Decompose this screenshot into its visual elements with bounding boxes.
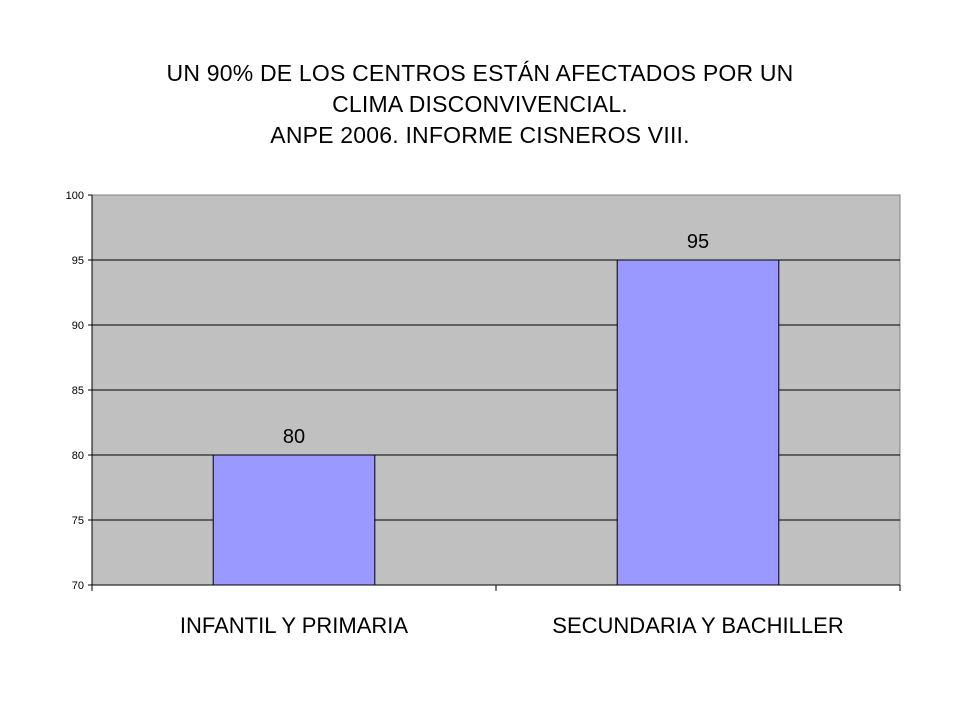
bars xyxy=(212,259,780,586)
data-labels: 80 95 xyxy=(283,231,709,448)
bar-1 xyxy=(212,454,376,586)
y-tick-label-85: 85 xyxy=(72,385,84,397)
y-axis: 70 75 80 85 90 95 100 xyxy=(66,190,93,592)
chart-title-line-3: ANPE 2006. INFORME CISNEROS VIII. xyxy=(270,122,690,148)
chart-title-line-1: UN 90% DE LOS CENTROS ESTÁN AFECTADOS PO… xyxy=(166,60,794,86)
chart-title: UN 90% DE LOS CENTROS ESTÁN AFECTADOS PO… xyxy=(0,58,960,151)
y-tick-label-75: 75 xyxy=(72,515,84,527)
x-tick-label-1: INFANTIL Y PRIMARIA xyxy=(180,613,409,638)
x-tick-label-2: SECUNDARIA Y BACHILLER xyxy=(552,613,843,638)
bar-2 xyxy=(616,259,780,586)
data-label-2: 95 xyxy=(687,231,709,253)
y-tick-label-100: 100 xyxy=(66,190,84,202)
data-label-1: 80 xyxy=(283,426,305,448)
y-tick-label-80: 80 xyxy=(72,450,84,462)
y-tick-label-90: 90 xyxy=(72,320,84,332)
y-tick-label-95: 95 xyxy=(72,255,84,267)
y-tick-label-70: 70 xyxy=(72,580,84,592)
x-axis: INFANTIL Y PRIMARIA SECUNDARIA Y BACHILLE… xyxy=(91,584,901,638)
chart-title-line-2: CLIMA DISCONVIVENCIAL. xyxy=(332,91,628,117)
